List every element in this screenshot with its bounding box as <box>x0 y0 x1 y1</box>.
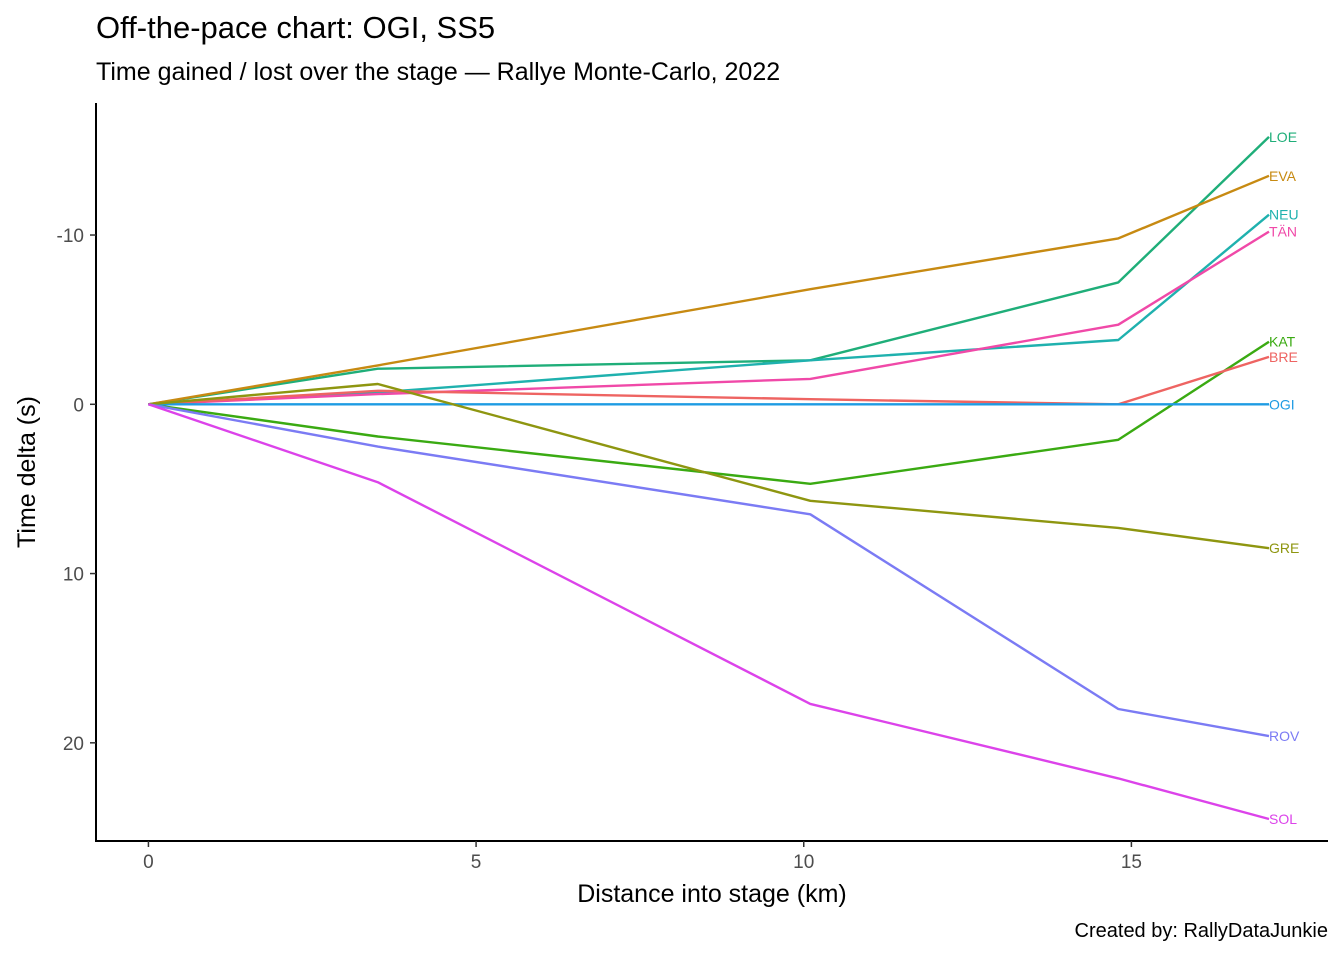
series-label-eva: EVA <box>1269 168 1297 184</box>
series-line-rov <box>148 403 1270 738</box>
series-label-tän: TÄN <box>1269 224 1297 240</box>
y-tick-label: 20 <box>63 734 84 755</box>
series-label-ogi: OGI <box>1269 396 1295 412</box>
series-lines <box>148 136 1270 821</box>
chart-caption: Created by: RallyDataJunkie <box>1074 920 1328 942</box>
series-label-sol: SOL <box>1269 811 1297 827</box>
chart-subtitle: Time gained / lost over the stage — Rall… <box>96 58 781 86</box>
series-line-kat <box>148 340 1270 485</box>
series-label-bre: BRE <box>1269 349 1298 365</box>
series-line-gre <box>148 382 1270 550</box>
series-line-loe <box>148 136 1270 406</box>
y-tick-label: -10 <box>57 226 84 247</box>
y-tick-label: 0 <box>73 395 84 416</box>
x-tick-label: 5 <box>471 852 482 873</box>
series-label-neu: NEU <box>1269 207 1299 223</box>
y-axis-ticks: -10 0 10 20 <box>57 226 96 755</box>
x-tick-label: 10 <box>793 852 814 873</box>
y-axis-label: Time delta (s) <box>13 396 41 548</box>
series-line-bre <box>148 355 1270 406</box>
series-label-loe: LOE <box>1269 129 1297 145</box>
x-tick-label: 0 <box>143 852 154 873</box>
x-axis-ticks: 0 5 10 15 <box>143 841 1142 873</box>
series-line-eva <box>148 174 1270 406</box>
series-line-tän <box>148 230 1270 406</box>
series-label-rov: ROV <box>1269 728 1300 744</box>
chart-title: Off-the-pace chart: OGI, SS5 <box>96 10 496 45</box>
series-line-sol <box>148 403 1270 821</box>
series-label-gre: GRE <box>1269 540 1299 556</box>
y-tick-label: 10 <box>63 565 84 586</box>
x-tick-label: 15 <box>1121 852 1142 873</box>
series-label-kat: KAT <box>1269 334 1296 350</box>
x-axis-label: Distance into stage (km) <box>577 880 847 908</box>
